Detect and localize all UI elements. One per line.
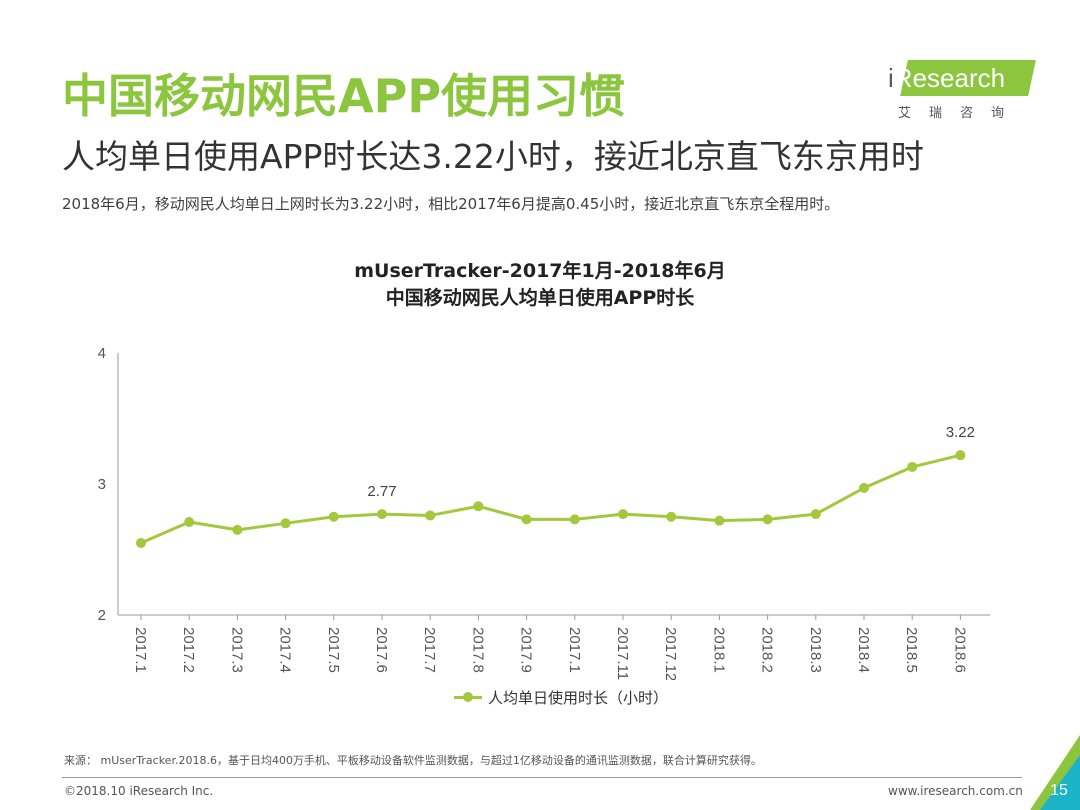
data-point <box>714 515 725 526</box>
data-point <box>425 510 436 521</box>
x-tick-label: 2018.3 <box>807 627 824 673</box>
chart-title: mUserTracker-2017年1月-2018年6月 <box>354 260 726 282</box>
x-tick-label: 2017.12 <box>662 627 679 680</box>
x-tick-label: 2017.7 <box>421 627 438 673</box>
data-point <box>859 482 869 493</box>
data-point <box>136 537 146 548</box>
x-tick-label: 2017.4 <box>277 627 294 673</box>
chart-title-block: mUserTracker-2017年1月-2018年6月 中国移动网民人均单日使… <box>250 258 830 312</box>
x-tick-label: 2018.1 <box>710 627 727 673</box>
data-point <box>184 516 195 527</box>
data-point <box>810 509 821 520</box>
x-tick-label: 2017.1 <box>132 627 149 673</box>
chart-legend: 人均单日使用时长（小时） <box>454 686 668 708</box>
logo-research: Research <box>893 63 1006 93</box>
x-tick-label: 2017.6 <box>373 627 390 673</box>
corner-triangle-teal <box>1040 755 1080 810</box>
data-point <box>232 524 243 535</box>
corner-decoration <box>1030 735 1080 810</box>
logo-chinese: 艾瑞咨询 <box>898 106 1023 121</box>
x-tick-label: 2018.4 <box>855 627 872 673</box>
x-tick-label: 2018.6 <box>951 627 968 673</box>
iresearch-logo: iResearch 艾瑞咨询 <box>888 58 1038 121</box>
x-tick-label: 2018.5 <box>903 627 920 673</box>
copyright: ©2018.10 iResearch Inc. <box>64 784 214 798</box>
data-point <box>907 461 918 472</box>
website-link: www.iresearch.com.cn <box>888 784 1023 798</box>
y-tick-label: 2 <box>98 607 106 624</box>
data-point <box>473 501 484 512</box>
x-tick-label: 2018.2 <box>759 627 776 673</box>
legend-marker <box>463 691 473 702</box>
data-point <box>666 511 677 522</box>
legend-line-icon <box>454 691 482 702</box>
x-tick-label: 2017.3 <box>228 627 245 673</box>
data-point <box>955 450 966 461</box>
y-tick-label: 4 <box>98 345 106 362</box>
page-number: 15 <box>1050 782 1068 799</box>
logo-wordmark: iResearch <box>888 60 1005 96</box>
footer-divider <box>62 777 1022 778</box>
x-tick-label: 2017.5 <box>325 627 342 673</box>
series-line <box>140 453 961 545</box>
data-label: 3.22 <box>946 424 975 441</box>
line-chart: 2 3 4 2017.1 2017.2 2017.3 2017.4 2017.5 2017.6 2… <box>98 345 990 680</box>
x-tick-label: 2017.9 <box>518 627 535 673</box>
legend-label: 人均单日使用时长（小时） <box>488 688 669 707</box>
chart-subtitle: 中国移动网民人均单日使用APP时长 <box>385 287 695 309</box>
logo-i: i <box>888 63 894 93</box>
data-point <box>328 511 339 522</box>
data-point <box>377 509 387 520</box>
x-tick-label: 2017.11 <box>614 627 631 680</box>
page-title: 中国移动网民APP使用习惯 <box>62 69 626 123</box>
data-label: 2.77 <box>367 483 396 500</box>
x-tick-label: 2017.1 <box>566 627 583 673</box>
summary-text: 2018年6月，移动网民人均单日上网时长为3.22小时，相比2017年6月提高0… <box>62 195 840 213</box>
source-note: 来源： mUserTracker.2018.6，基于日均400万手机、平板移动设… <box>64 754 762 767</box>
data-point <box>521 514 532 525</box>
y-tick-label: 3 <box>98 476 106 493</box>
data-point <box>762 514 773 525</box>
data-point <box>280 518 291 529</box>
page-subtitle: 人均单日使用APP时长达3.22小时，接近北京直飞东京用时 <box>62 137 924 176</box>
data-point <box>618 509 628 520</box>
x-tick-label: 2017.8 <box>469 627 486 673</box>
data-point <box>569 514 580 525</box>
x-tick-label: 2017.2 <box>180 627 197 673</box>
